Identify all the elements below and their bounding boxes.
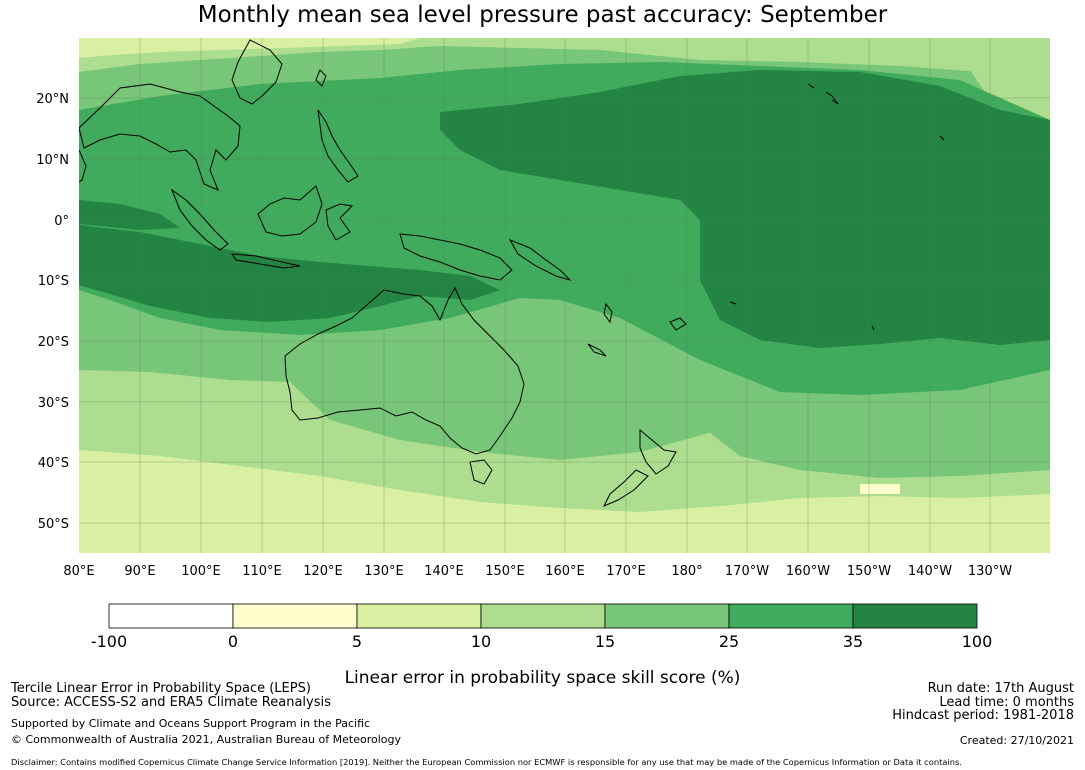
x-tick-label: 180° — [671, 564, 702, 579]
x-tick-label: 100°E — [181, 564, 221, 579]
skill-region-tasman — [560, 408, 660, 448]
colorbar-tick-label: 10 — [471, 632, 491, 651]
x-tick-label: 160°E — [545, 564, 585, 579]
china-coast — [231, 39, 283, 105]
colorbar-segment — [108, 603, 234, 629]
sulawesi-coast — [325, 203, 354, 241]
colorbar-tick-label: 35 — [843, 632, 863, 651]
copyright-text: © Commonwealth of Australia 2021, Austra… — [11, 733, 401, 746]
x-tick-label: 170°E — [606, 564, 646, 579]
map-title: Monthly mean sea level pressure past acc… — [197, 2, 888, 28]
x-tick-label: 170°W — [725, 564, 769, 579]
new-caledonia-coast — [587, 343, 607, 357]
colorbar-segment — [728, 603, 854, 629]
x-tick-label: 120°E — [303, 564, 343, 579]
x-tick-label: 140°W — [908, 564, 952, 579]
taiwan-coast — [315, 69, 327, 87]
india-coast — [79, 149, 87, 183]
skill-region-west-equator — [79, 200, 180, 230]
y-tick-label: 50°S — [38, 517, 69, 532]
x-tick-label: 130°E — [364, 564, 404, 579]
y-tick-label: 0° — [54, 214, 69, 229]
pacific-islands-coast — [729, 135, 945, 331]
fiji-coast — [669, 317, 687, 331]
colorbar-segment — [852, 603, 978, 629]
y-tick-label: 40°S — [38, 456, 69, 471]
java-coast — [231, 253, 301, 269]
x-tick-labels: 80°E 90°E 100°E 110°E 120°E 130°E 140°E … — [63, 564, 1012, 579]
y-tick-label: 20°N — [36, 92, 69, 107]
new-zealand-north-coast — [639, 428, 677, 475]
skill-patch-yellow — [860, 484, 900, 494]
x-tick-label: 140°E — [424, 564, 464, 579]
y-tick-label: 10°N — [36, 153, 69, 168]
tasmania-coast — [469, 459, 493, 485]
x-tick-label: 110°E — [242, 564, 282, 579]
x-tick-label: 150°E — [485, 564, 525, 579]
x-tick-label: 160°W — [786, 564, 830, 579]
colorbar-tick-label: -100 — [91, 632, 127, 651]
skill-region-north-pale — [79, 38, 420, 58]
philippines-coast — [317, 109, 359, 183]
source-text: Source: ACCESS-S2 and ERA5 Climate Reana… — [11, 695, 331, 710]
lead-time-text: Lead time: 0 months — [939, 695, 1074, 710]
disclaimer-text: Disclaimer: Contains modified Copernicus… — [11, 757, 962, 767]
y-tick-label: 20°S — [38, 335, 69, 350]
x-tick-label: 90°E — [124, 564, 155, 579]
vanuatu-coast — [603, 302, 613, 324]
gridlines — [79, 38, 1050, 553]
hindcast-text: Hindcast period: 1981-2018 — [892, 708, 1074, 723]
skill-region-south-pale — [79, 450, 1050, 553]
borneo-coast — [257, 185, 323, 237]
method-text: Tercile Linear Error in Probability Spac… — [11, 681, 311, 696]
y-tick-labels: 20°N 10°N 0° 10°S 20°S 30°S 40°S 50°S — [36, 92, 69, 532]
colorbar-tick-label: 25 — [719, 632, 739, 651]
hawaii-coast — [807, 83, 839, 105]
colorbar-segment — [604, 603, 730, 629]
created-text: Created: 27/10/2021 — [959, 734, 1074, 747]
colorbar-label: Linear error in probability space skill … — [344, 668, 741, 688]
run-date-text: Run date: 17th August — [927, 681, 1074, 696]
x-tick-label: 150°W — [847, 564, 891, 579]
x-tick-label: 130°W — [968, 564, 1012, 579]
y-tick-label: 30°S — [38, 396, 69, 411]
colorbar-segment — [480, 603, 606, 629]
skill-region-southeast-medium — [700, 412, 1050, 478]
colorbar — [108, 603, 978, 629]
support-text: Supported by Climate and Oceans Support … — [11, 717, 371, 730]
colorbar-tick-label: 0 — [228, 632, 238, 651]
new-guinea-coast — [399, 233, 513, 281]
new-zealand-south-coast — [602, 469, 649, 507]
y-tick-label: 10°S — [38, 274, 69, 289]
colorbar-tick-label: 5 — [352, 632, 362, 651]
southeast-asia-coast — [79, 83, 241, 191]
sumatra-coast — [170, 188, 229, 251]
x-tick-label: 80°E — [63, 564, 94, 579]
skill-region-maritime-high — [79, 225, 500, 322]
colorbar-segment — [356, 603, 482, 629]
colorbar-tick-label: 100 — [962, 632, 993, 651]
colorbar-tick-label: 15 — [595, 632, 615, 651]
colorbar-tick-labels: -100 0 5 10 15 25 35 100 — [91, 632, 992, 651]
skill-region-pacific-high — [440, 70, 1050, 348]
skill-field — [79, 38, 1050, 553]
colorbar-segment — [232, 603, 358, 629]
